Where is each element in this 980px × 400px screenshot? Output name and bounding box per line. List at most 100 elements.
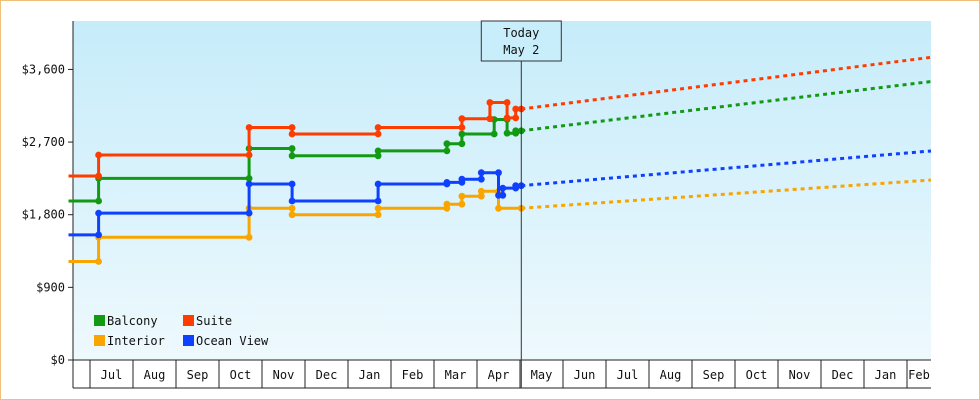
data-point-ocean-view [95, 209, 102, 217]
data-point-interior [477, 187, 485, 195]
y-tick-label: $1,800 [22, 208, 65, 222]
data-point-balcony [288, 152, 296, 160]
data-point-suite [374, 130, 382, 138]
x-tick-label: Jul [617, 368, 639, 382]
data-point-ocean-view [512, 182, 520, 190]
data-point-ocean-view [495, 169, 502, 177]
data-point-ocean-view [288, 180, 296, 188]
data-point-suite [288, 124, 296, 131]
data-point-interior [443, 200, 451, 208]
today-label: Today [503, 26, 539, 40]
data-point-balcony [443, 140, 451, 148]
data-point-interior [288, 204, 296, 212]
data-point-interior [374, 204, 382, 212]
data-point-ocean-view [245, 180, 253, 188]
data-point-balcony [245, 175, 253, 182]
legend-swatch [183, 335, 194, 346]
series-line-ocean-view [68, 171, 522, 237]
axes: $0 $900 $1,800 $2,700 $3,600 Jul Aug Sep Oct Nov D… [22, 21, 931, 389]
forecast-line-suite [521, 55, 932, 111]
data-point-balcony [490, 130, 498, 138]
data-point-ocean-view [477, 169, 485, 177]
data-point-balcony [503, 129, 511, 137]
x-tick-label: Aug [660, 368, 682, 382]
x-tick-label: Feb [908, 368, 930, 382]
y-tick-label: $0 [51, 353, 65, 367]
x-tick-label: Jun [574, 368, 596, 382]
today-date: May 2 [503, 43, 539, 57]
legend: Balcony Suite Interior Ocean View [94, 314, 269, 348]
y-tick-label: $900 [36, 280, 65, 294]
today-marker: Today May 2 [480, 20, 562, 388]
legend-label: Balcony [107, 314, 158, 328]
data-point-suite [503, 114, 511, 122]
legend-label: Ocean View [196, 334, 269, 348]
legend-label: Suite [196, 314, 232, 328]
data-point-suite [486, 99, 494, 106]
data-point-balcony [374, 147, 382, 155]
data-point-suite [245, 151, 253, 159]
x-tick-label: Feb [402, 368, 424, 382]
x-tick-label: Oct [230, 368, 252, 382]
data-point-balcony [458, 130, 466, 138]
legend-swatch [94, 335, 105, 346]
x-tick-label: Nov [789, 368, 811, 382]
data-point-interior [95, 258, 102, 265]
x-tick-label: Sep [703, 368, 725, 382]
data-point-suite [95, 172, 102, 180]
data-point-ocean-view [477, 175, 485, 183]
data-point-interior [495, 204, 502, 212]
x-tick-label: Jan [875, 368, 897, 382]
data-point-balcony [512, 127, 520, 135]
x-tick-label: Oct [746, 368, 768, 382]
data-point-suite [245, 124, 253, 131]
data-point-suite [374, 124, 382, 131]
legend-swatch [94, 315, 105, 326]
x-tick-label: Sep [187, 368, 209, 382]
data-point-suite [512, 114, 520, 122]
data-point-ocean-view [499, 191, 507, 199]
data-point-suite [503, 99, 511, 106]
data-point-ocean-view [499, 184, 507, 192]
data-point-interior [477, 192, 485, 200]
data-point-balcony [443, 147, 451, 155]
data-point-balcony [288, 145, 296, 152]
data-point-suite [458, 124, 466, 131]
today-box [480, 20, 562, 62]
legend-label: Interior [107, 334, 165, 348]
data-point-interior [458, 192, 466, 200]
x-tick-label: Jan [359, 368, 381, 382]
legend-swatch [183, 315, 194, 326]
data-point-ocean-view [374, 197, 382, 205]
data-point-ocean-view [458, 175, 466, 183]
data-point-suite [486, 115, 494, 123]
x-tick-label: Apr [488, 368, 510, 382]
data-point-ocean-view [245, 209, 253, 217]
data-point-suite [512, 105, 520, 113]
x-tick-label: Aug [144, 368, 166, 382]
data-point-suite [95, 151, 102, 159]
x-tick-label: Jul [101, 368, 123, 382]
x-tick-label: May [531, 368, 553, 382]
data-point-interior [374, 211, 382, 219]
data-point-suite [458, 115, 466, 123]
data-point-ocean-view [443, 179, 451, 186]
data-point-interior [245, 233, 253, 241]
data-point-ocean-view [95, 231, 102, 239]
data-point-ocean-view [374, 180, 382, 188]
x-tick-label: Dec [832, 368, 854, 382]
x-tick-label: Dec [316, 368, 338, 382]
series-lines [68, 55, 932, 265]
data-point-ocean-view [288, 197, 296, 205]
y-tick-label: $2,700 [22, 135, 65, 149]
x-tick-label: Nov [273, 368, 295, 382]
data-point-balcony [458, 140, 466, 148]
data-point-balcony [95, 197, 102, 205]
x-tick-label: Mar [445, 368, 467, 382]
data-point-suite [288, 130, 296, 138]
data-point-interior [458, 200, 466, 208]
data-point-interior [288, 211, 296, 219]
data-point-balcony [374, 152, 382, 160]
